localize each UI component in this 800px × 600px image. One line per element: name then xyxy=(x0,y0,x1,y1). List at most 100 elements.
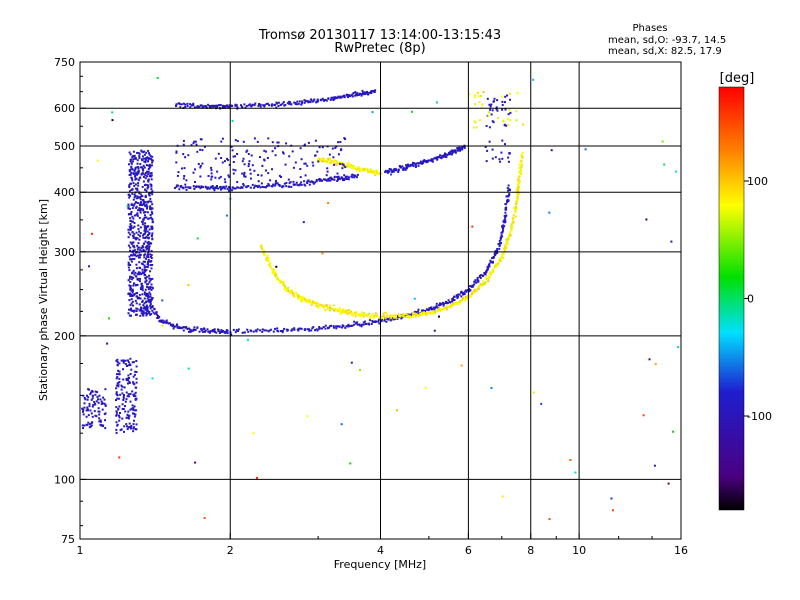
data-point xyxy=(226,214,228,217)
data-point xyxy=(503,221,506,224)
data-point xyxy=(493,97,496,100)
x-tick-label: 6 xyxy=(465,544,472,557)
data-point xyxy=(136,151,139,154)
data-point xyxy=(136,159,139,162)
data-point xyxy=(467,93,470,96)
data-point xyxy=(189,106,192,109)
data-point xyxy=(497,262,500,265)
data-point xyxy=(495,252,497,255)
data-point xyxy=(139,254,141,257)
data-point xyxy=(407,165,410,168)
data-point xyxy=(124,410,127,413)
data-point xyxy=(344,138,347,141)
data-point xyxy=(244,106,247,109)
data-point xyxy=(143,216,146,219)
data-point xyxy=(505,208,508,211)
data-point xyxy=(518,163,521,166)
data-point xyxy=(263,105,266,108)
data-point xyxy=(455,294,458,297)
data-point xyxy=(136,297,139,300)
data-point xyxy=(318,146,321,149)
data-point xyxy=(216,185,218,187)
data-point xyxy=(648,358,651,361)
data-point xyxy=(104,427,107,430)
data-point xyxy=(138,261,141,264)
data-point xyxy=(295,291,297,294)
data-point xyxy=(211,330,214,333)
data-point xyxy=(415,312,418,315)
data-point xyxy=(236,330,239,332)
data-point xyxy=(339,177,342,180)
data-point xyxy=(134,177,137,180)
data-point xyxy=(142,202,145,205)
data-point xyxy=(350,167,353,170)
data-point xyxy=(135,206,138,209)
data-point xyxy=(267,330,270,333)
data-point xyxy=(368,319,371,322)
data-point xyxy=(226,332,229,335)
data-point xyxy=(354,91,357,94)
data-point xyxy=(87,421,90,424)
data-point xyxy=(314,329,316,332)
data-point xyxy=(208,331,211,334)
data-point xyxy=(499,160,502,163)
data-point xyxy=(135,365,138,368)
data-point xyxy=(346,177,349,180)
data-point xyxy=(347,96,350,99)
data-point xyxy=(210,169,213,172)
data-point xyxy=(146,286,149,288)
data-point xyxy=(134,172,137,175)
data-point xyxy=(309,101,312,104)
data-point xyxy=(434,306,437,309)
data-point xyxy=(421,309,423,312)
data-point xyxy=(94,390,97,393)
data-point xyxy=(127,244,130,247)
data-point xyxy=(495,108,498,111)
data-point xyxy=(243,171,246,174)
data-point xyxy=(230,333,233,336)
data-point xyxy=(204,185,207,188)
data-point xyxy=(133,170,136,173)
data-point xyxy=(287,178,290,181)
data-point xyxy=(306,100,309,103)
data-point xyxy=(487,278,490,281)
data-point xyxy=(232,161,235,163)
data-point xyxy=(147,168,150,170)
data-point xyxy=(501,139,504,142)
data-point xyxy=(131,361,134,364)
data-point xyxy=(139,193,142,196)
data-point xyxy=(441,302,444,305)
data-point xyxy=(324,98,327,101)
data-point xyxy=(417,308,420,311)
data-point xyxy=(130,165,133,168)
data-point xyxy=(301,297,304,300)
data-point xyxy=(287,288,289,291)
data-point xyxy=(133,202,136,205)
data-point xyxy=(149,299,152,302)
data-point xyxy=(213,328,216,331)
data-point xyxy=(430,306,433,309)
data-point xyxy=(359,315,362,318)
data-point xyxy=(145,248,148,251)
data-point xyxy=(296,103,299,106)
data-point xyxy=(106,342,109,345)
data-point xyxy=(98,420,101,423)
data-point xyxy=(336,310,339,313)
data-point xyxy=(116,376,119,378)
data-point xyxy=(347,176,350,179)
data-point xyxy=(459,300,462,302)
data-point xyxy=(98,417,101,420)
data-point xyxy=(137,278,140,281)
data-point xyxy=(442,304,445,307)
data-point xyxy=(242,140,245,143)
data-point xyxy=(256,186,259,188)
data-point xyxy=(474,281,477,284)
data-point xyxy=(128,422,131,425)
data-point xyxy=(318,178,321,180)
data-point xyxy=(179,103,182,106)
data-point xyxy=(88,423,91,426)
data-point xyxy=(397,315,399,318)
data-point xyxy=(266,185,268,188)
data-point xyxy=(196,105,199,108)
